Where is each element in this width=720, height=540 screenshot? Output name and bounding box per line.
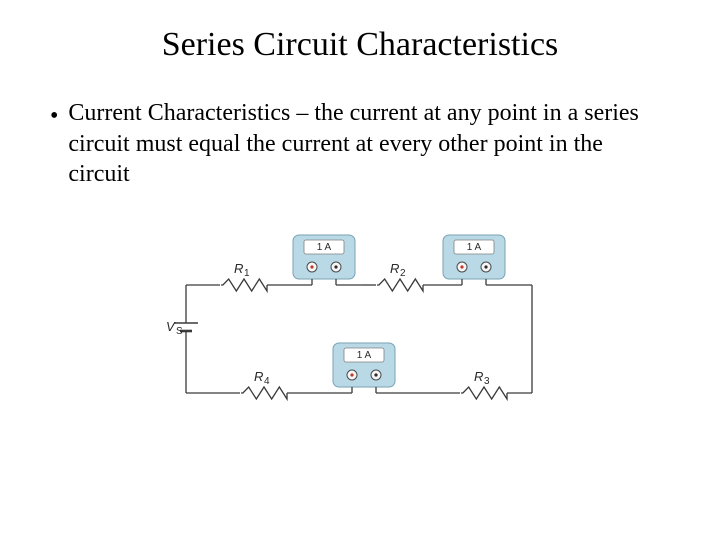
svg-text:1: 1	[244, 268, 250, 279]
bullet-dot: •	[50, 98, 58, 190]
svg-text:R: R	[234, 261, 243, 276]
svg-text:R: R	[474, 369, 483, 384]
svg-text:1 A: 1 A	[317, 242, 332, 253]
svg-text:3: 3	[484, 376, 490, 387]
svg-text:R: R	[390, 261, 399, 276]
bullet-item: • Current Characteristics – the current …	[50, 98, 670, 190]
page-title: Series Circuit Characteristics	[50, 26, 670, 64]
svg-text:S: S	[176, 326, 183, 337]
svg-text:4: 4	[264, 376, 270, 387]
svg-text:V: V	[166, 319, 176, 334]
svg-text:2: 2	[400, 268, 406, 279]
circuit-diagram: VSR11 AR21 AR41 AR3	[164, 223, 554, 429]
svg-text:1 A: 1 A	[357, 350, 372, 361]
bullet-text: Current Characteristics – the current at…	[68, 98, 670, 190]
svg-text:1 A: 1 A	[467, 242, 482, 253]
svg-text:R: R	[254, 369, 263, 384]
